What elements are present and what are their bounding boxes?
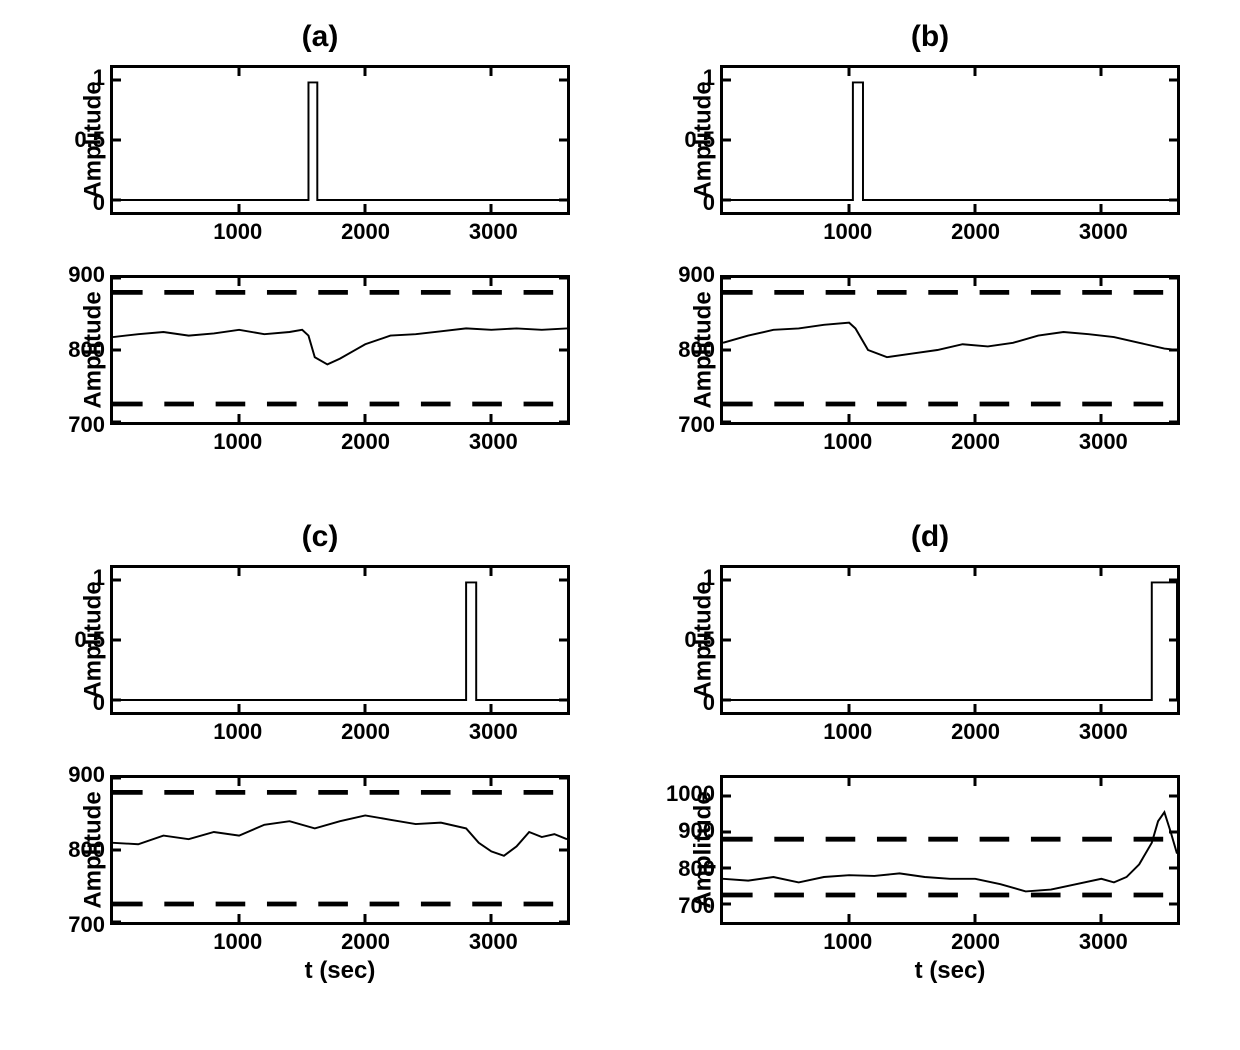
ytick-label: 0: [50, 690, 105, 716]
ytick-label: 800: [50, 337, 105, 363]
ytick-label: 0: [660, 190, 715, 216]
xtick-label: 3000: [1079, 719, 1128, 745]
ytick-label: 700: [50, 412, 105, 438]
xtick-label: 2000: [341, 719, 390, 745]
figure: (a) Amplitude 00.51100020003000 Amplitud…: [20, 20, 1220, 1030]
panel-c-top: Amplitude 00.51100020003000: [110, 565, 570, 715]
xtick-label: 1000: [823, 719, 872, 745]
ytick-label: 800: [50, 837, 105, 863]
quadrant-a: (a) Amplitude 00.51100020003000 Amplitud…: [30, 20, 610, 510]
ytick-label: 1: [50, 565, 105, 591]
xtick-label: 2000: [951, 429, 1000, 455]
ytick-label: 1: [50, 65, 105, 91]
plot-area: [720, 775, 1180, 925]
xtick-label: 1000: [823, 429, 872, 455]
xtick-label: 1000: [823, 929, 872, 955]
xtick-label: 2000: [341, 219, 390, 245]
ytick-label: 1: [660, 65, 715, 91]
xtick-label: 3000: [1079, 429, 1128, 455]
quadrant-b: (b) Amplitude 00.51100020003000 Amplitud…: [640, 20, 1220, 510]
panel-d-top: Amplitude 00.51100020003000: [720, 565, 1180, 715]
ytick-label: 0.5: [660, 627, 715, 653]
plot-area: [720, 275, 1180, 425]
xtick-label: 2000: [951, 219, 1000, 245]
subplot-title-b: (b): [640, 20, 1220, 54]
xtick-label: 2000: [951, 719, 1000, 745]
ytick-label: 800: [660, 337, 715, 363]
ytick-label: 1: [660, 565, 715, 591]
xtick-label: 3000: [469, 429, 518, 455]
xtick-label: 1000: [213, 719, 262, 745]
xtick-label: 3000: [469, 719, 518, 745]
plot-area: [110, 275, 570, 425]
xtick-label: 2000: [341, 929, 390, 955]
ytick-label: 900: [660, 262, 715, 288]
xtick-label: 1000: [213, 429, 262, 455]
xtick-label: 2000: [341, 429, 390, 455]
quadrant-d: (d) Amplitude 00.51100020003000 Amplitud…: [640, 520, 1220, 1010]
xlabel: t (sec): [720, 957, 1180, 985]
panel-c-bottom: Amplitude t (sec) 700800900100020003000: [110, 775, 570, 925]
ytick-label: 0.5: [50, 127, 105, 153]
xtick-label: 1000: [213, 929, 262, 955]
ytick-label: 900: [50, 762, 105, 788]
ytick-label: 0.5: [50, 627, 105, 653]
plot-area: [110, 65, 570, 215]
panel-b-bottom: Amplitude 700800900100020003000: [720, 275, 1180, 425]
plot-area: [720, 565, 1180, 715]
panel-a-top: Amplitude 00.51100020003000: [110, 65, 570, 215]
plot-area: [110, 775, 570, 925]
panel-b-top: Amplitude 00.51100020003000: [720, 65, 1180, 215]
ytick-label: 0: [660, 690, 715, 716]
xtick-label: 3000: [469, 219, 518, 245]
subplot-title-a: (a): [30, 20, 610, 54]
xtick-label: 3000: [1079, 929, 1128, 955]
plot-area: [110, 565, 570, 715]
ytick-label: 700: [645, 893, 715, 919]
ytick-label: 900: [645, 818, 715, 844]
xtick-label: 3000: [1079, 219, 1128, 245]
ytick-label: 1000: [645, 781, 715, 807]
ytick-label: 700: [660, 412, 715, 438]
xtick-label: 3000: [469, 929, 518, 955]
xtick-label: 1000: [213, 219, 262, 245]
ytick-label: 0: [50, 190, 105, 216]
ytick-label: 700: [50, 912, 105, 938]
ytick-label: 900: [50, 262, 105, 288]
plot-area: [720, 65, 1180, 215]
panel-a-bottom: Amplitude 700800900100020003000: [110, 275, 570, 425]
subplot-title-c: (c): [30, 520, 610, 554]
xlabel: t (sec): [110, 957, 570, 985]
panel-d-bottom: Amplitude t (sec) 7008009001000100020003…: [720, 775, 1180, 925]
subplot-title-d: (d): [640, 520, 1220, 554]
xtick-label: 2000: [951, 929, 1000, 955]
ytick-label: 0.5: [660, 127, 715, 153]
xtick-label: 1000: [823, 219, 872, 245]
quadrant-c: (c) Amplitude 00.51100020003000 Amplitud…: [30, 520, 610, 1010]
ylabel: Amplitude: [690, 791, 718, 908]
ytick-label: 800: [645, 856, 715, 882]
